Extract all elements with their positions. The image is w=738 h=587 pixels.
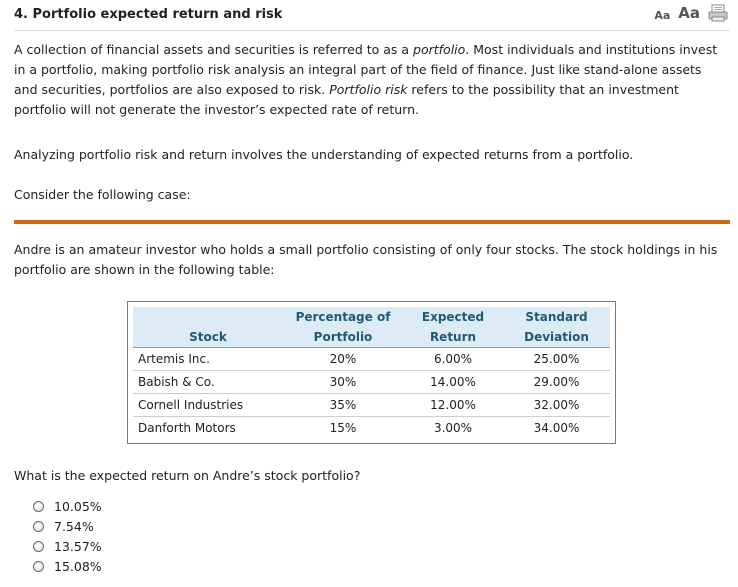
table-row: Artemis Inc. 20% 6.00% 25.00% [133, 347, 610, 371]
term-portfolio-risk: Portfolio risk [329, 82, 408, 97]
answer-option[interactable]: 13.57% [33, 536, 102, 556]
cell-stock: Babish & Co. [133, 370, 283, 394]
question-header: 4. Portfolio expected return and risk Aa… [14, 4, 730, 31]
cell-expected-return: 12.00% [403, 393, 503, 417]
option-label: 7.54% [54, 518, 94, 534]
cell-percentage: 20% [283, 347, 403, 371]
radio-button[interactable] [33, 560, 44, 572]
table-row: Cornell Industries 35% 12.00% 32.00% [133, 393, 610, 417]
cell-expected-return: 3.00% [433, 421, 473, 435]
cell-stock: Cornell Industries [133, 393, 283, 417]
intro-text-3: refers to the possibility that an invest… [14, 82, 679, 117]
answer-option[interactable]: 10.05% [33, 496, 102, 516]
answer-options: 10.05% 7.54% 13.57% 15.08% [33, 496, 102, 576]
cell-stock: Artemis Inc. [133, 347, 283, 371]
question-title: 4. Portfolio expected return and risk [14, 7, 283, 22]
term-portfolio: portfolio [413, 42, 466, 57]
cell-standard-deviation: 29.00% [503, 370, 610, 394]
intro-paragraph: A collection of financial assets and sec… [14, 40, 728, 120]
cell-standard-deviation: 25.00% [503, 347, 610, 371]
radio-button[interactable] [33, 500, 44, 512]
section-divider [14, 220, 730, 224]
header-percentage: Percentage of Portfolio [295, 310, 391, 344]
toolbar: Aa Aa [654, 4, 728, 22]
header-expected-return: Expected Return [421, 310, 485, 344]
portfolio-table-container: Stock Percentage of Portfolio Expected Ret… [127, 301, 616, 444]
option-label: 15.08% [54, 558, 102, 574]
cell-stock: Danforth Motors [138, 421, 236, 435]
radio-button[interactable] [33, 520, 44, 532]
question-text: What is the expected return on Andre’s s… [14, 468, 361, 483]
cell-expected-return: 6.00% [403, 347, 503, 371]
consider-paragraph: Consider the following case: [14, 187, 191, 202]
answer-option[interactable]: 7.54% [33, 516, 102, 536]
radio-button[interactable] [33, 540, 44, 552]
header-standard-deviation: Standard Deviation [524, 310, 589, 344]
cell-percentage: 30% [283, 370, 403, 394]
increase-font-button[interactable]: Aa [678, 4, 700, 22]
case-paragraph: Andre is an amateur investor who holds a… [14, 242, 718, 277]
table-header-row: Stock Percentage of Portfolio Expected Ret… [133, 307, 610, 348]
intro-text-2: . Most individuals and institutions inve… [14, 42, 718, 97]
intro-text-1: A collection of financial assets and sec… [14, 42, 414, 57]
cell-percentage: 35% [283, 393, 403, 417]
option-label: 10.05% [54, 498, 102, 514]
option-label: 13.57% [54, 538, 102, 554]
table-row: Danforth Motors 15% 3.00% 34.00% [133, 417, 610, 440]
cell-standard-deviation: 34.00% [533, 421, 580, 435]
table-row: Babish & Co. 30% 14.00% 29.00% [133, 370, 610, 394]
print-icon[interactable] [708, 4, 728, 22]
answer-option[interactable]: 15.08% [33, 556, 102, 576]
decrease-font-button[interactable]: Aa [654, 9, 671, 22]
cell-standard-deviation: 32.00% [503, 393, 610, 417]
portfolio-table: Stock Percentage of Portfolio Expected Ret… [133, 307, 610, 439]
analysis-paragraph: Analyzing portfolio risk and return invo… [14, 147, 634, 162]
cell-percentage: 15% [329, 421, 357, 435]
header-stock: Stock [189, 330, 227, 344]
cell-expected-return: 14.00% [403, 370, 503, 394]
